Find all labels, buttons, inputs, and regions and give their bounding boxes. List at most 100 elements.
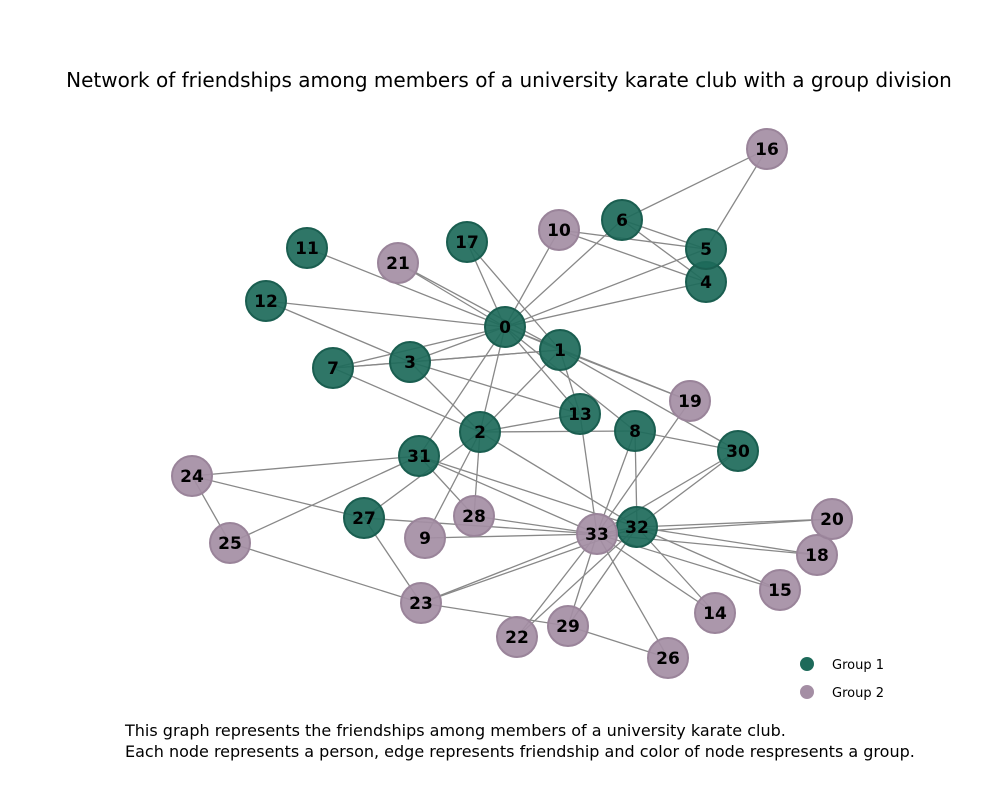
node-circle (576, 513, 618, 555)
node-33: 33 (576, 513, 618, 555)
node-circle (343, 497, 385, 539)
node-1: 1 (539, 329, 581, 371)
node-label: 14 (703, 604, 727, 624)
edge-23-29 (420, 602, 569, 627)
node-25: 25 (209, 522, 251, 564)
node-label: 4 (700, 273, 712, 293)
node-5: 5 (685, 228, 727, 270)
node-label: 16 (755, 140, 779, 160)
node-circle (759, 569, 801, 611)
node-circle (539, 329, 581, 371)
node-layer: 0123456789101112131415161718192021222324… (171, 128, 853, 679)
node-label: 12 (254, 292, 278, 312)
node-7: 7 (312, 347, 354, 389)
node-label: 11 (295, 239, 319, 259)
edge-30-32 (636, 450, 739, 528)
edge-2-7 (332, 367, 481, 433)
node-10: 10 (538, 209, 580, 251)
edge-0-4 (504, 281, 707, 328)
node-label: 17 (455, 233, 479, 253)
edge-6-16 (621, 148, 768, 221)
node-circle (377, 242, 419, 284)
node-label: 2 (474, 423, 486, 443)
diagram-title: Network of friendships among members of … (66, 68, 952, 92)
edge-26-33 (596, 533, 669, 659)
node-3: 3 (389, 341, 431, 383)
edge-3-13 (409, 361, 581, 415)
node-circle (746, 128, 788, 170)
edge-3-12 (265, 300, 411, 363)
node-circle (559, 393, 601, 435)
node-13: 13 (559, 393, 601, 435)
node-circle (171, 455, 213, 497)
node-26: 26 (647, 637, 689, 679)
node-circle (614, 410, 656, 452)
node-label: 8 (629, 422, 641, 442)
node-0: 0 (484, 306, 526, 348)
edge-1-19 (559, 349, 691, 402)
edge-15-32 (636, 526, 781, 591)
node-label: 31 (407, 447, 431, 467)
edge-layer (191, 148, 833, 659)
legend-label: Group 2 (832, 686, 884, 701)
node-label: 5 (700, 240, 712, 260)
node-label: 3 (404, 353, 416, 373)
node-label: 24 (180, 467, 204, 487)
node-label: 18 (805, 546, 829, 566)
edge-22-32 (516, 526, 638, 638)
node-circle (647, 637, 689, 679)
edge-18-32 (636, 526, 818, 556)
node-12: 12 (245, 280, 287, 322)
node-22: 22 (496, 616, 538, 658)
node-label: 10 (547, 221, 571, 241)
node-label: 9 (419, 529, 431, 549)
node-label: 0 (499, 318, 511, 338)
node-29: 29 (547, 605, 589, 647)
legend-marker (800, 657, 814, 671)
node-circle (398, 435, 440, 477)
node-label: 19 (678, 392, 702, 412)
node-circle (547, 605, 589, 647)
node-23: 23 (400, 582, 442, 624)
edge-9-33 (424, 533, 598, 539)
node-27: 27 (343, 497, 385, 539)
node-16: 16 (746, 128, 788, 170)
node-circle (389, 341, 431, 383)
edge-0-5 (504, 248, 707, 328)
node-circle (453, 495, 495, 537)
edge-2-32 (479, 431, 638, 528)
node-label: 28 (462, 507, 486, 527)
node-2: 2 (459, 411, 501, 453)
node-label: 7 (327, 359, 339, 379)
node-label: 20 (820, 510, 844, 530)
node-circle (459, 411, 501, 453)
node-8: 8 (614, 410, 656, 452)
node-11: 11 (286, 227, 328, 269)
node-6: 6 (601, 199, 643, 241)
legend-item-group-2: Group 2 (800, 685, 884, 701)
node-17: 17 (446, 221, 488, 263)
node-circle (669, 380, 711, 422)
node-circle (404, 517, 446, 559)
node-15: 15 (759, 569, 801, 611)
node-circle (601, 199, 643, 241)
edge-24-31 (191, 455, 420, 477)
caption-line-2: Each node represents a person, edge repr… (125, 742, 915, 761)
node-9: 9 (404, 517, 446, 559)
legend-item-group-1: Group 1 (800, 657, 884, 673)
edge-1-21 (397, 262, 561, 351)
edge-4-10 (558, 229, 707, 283)
caption: This graph represents the friendships am… (125, 720, 915, 762)
node-20: 20 (811, 498, 853, 540)
legend-label: Group 1 (832, 658, 884, 673)
node-circle (496, 616, 538, 658)
node-18: 18 (796, 534, 838, 576)
edge-1-30 (559, 349, 739, 452)
node-label: 23 (409, 594, 433, 614)
edge-14-33 (596, 533, 716, 614)
edge-19-33 (596, 400, 691, 535)
node-24: 24 (171, 455, 213, 497)
node-circle (312, 347, 354, 389)
node-31: 31 (398, 435, 440, 477)
